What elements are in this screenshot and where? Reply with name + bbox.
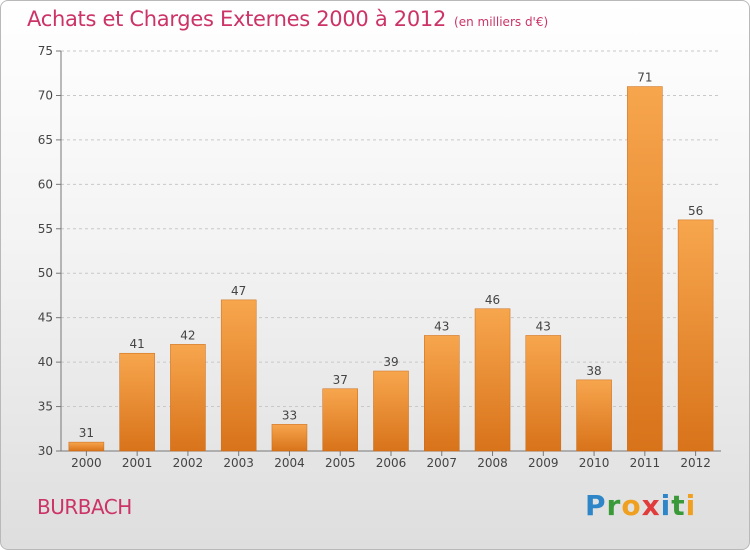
chart-unit-label: (en milliers d'€): [454, 15, 549, 29]
data-label-2006: 39: [383, 355, 398, 369]
bar-2001: [119, 352, 155, 452]
data-label-2007: 43: [434, 319, 449, 333]
data-label-2011: 71: [637, 71, 652, 85]
bar-2012: [677, 219, 714, 452]
commune-name: BURBACH: [37, 495, 132, 519]
x-tick-label: 2001: [122, 456, 153, 470]
logo-letter: P: [585, 489, 607, 522]
y-tick-label: 45: [38, 311, 53, 325]
logo-letter: i: [685, 489, 697, 522]
bar-2009: [525, 335, 562, 452]
bar-2011: [627, 86, 663, 452]
x-tick-label: 2003: [223, 456, 254, 470]
data-label-2012: 56: [688, 204, 703, 218]
chart-title: Achats et Charges Externes 2000 à 2012 (e…: [27, 7, 548, 31]
bar-2000: [68, 441, 105, 452]
x-tick-label: 2008: [477, 456, 508, 470]
proxiti-logo: Proxiti: [585, 489, 696, 522]
y-tick-label: 30: [38, 444, 53, 458]
logo-letter: t: [671, 489, 686, 522]
x-tick-label: 2009: [528, 456, 559, 470]
data-label-2000: 31: [79, 426, 94, 440]
logo-letter: x: [641, 489, 661, 522]
bar-2007: [424, 335, 460, 452]
logo-letter: r: [606, 489, 622, 522]
x-tick-label: 2012: [680, 456, 711, 470]
chart-title-text: Achats et Charges Externes 2000 à 2012: [27, 7, 447, 31]
x-tick-label: 2002: [173, 456, 204, 470]
data-label-2002: 42: [180, 328, 195, 342]
logo-letter: i: [660, 489, 672, 522]
x-tick-label: 2004: [274, 456, 305, 470]
bar-2003: [220, 299, 257, 452]
bar-2010: [576, 379, 612, 452]
data-label-2005: 37: [333, 373, 348, 387]
data-label-2001: 41: [130, 337, 145, 351]
data-label-2004: 33: [282, 408, 297, 422]
bar-2004: [271, 424, 308, 452]
data-label-2008: 46: [485, 293, 500, 307]
bar-2006: [373, 370, 409, 452]
y-tick-label: 60: [38, 177, 53, 191]
bar-2005: [322, 388, 358, 452]
logo-letter: o: [621, 489, 642, 522]
bar-2002: [170, 344, 206, 452]
x-tick-label: 2006: [376, 456, 407, 470]
data-label-2009: 43: [536, 319, 551, 333]
y-tick-label: 55: [38, 222, 53, 236]
y-tick-label: 40: [38, 355, 53, 369]
data-label-2010: 38: [586, 364, 601, 378]
data-label-2003: 47: [231, 284, 246, 298]
x-tick-label: 2010: [579, 456, 610, 470]
y-tick-label: 35: [38, 400, 53, 414]
y-tick-label: 70: [38, 88, 53, 102]
y-tick-label: 50: [38, 266, 53, 280]
x-tick-label: 2000: [71, 456, 102, 470]
y-tick-label: 75: [38, 44, 53, 58]
bar-2008: [474, 308, 511, 452]
y-tick-label: 65: [38, 133, 53, 147]
x-tick-label: 2011: [630, 456, 661, 470]
x-tick-label: 2007: [426, 456, 457, 470]
x-tick-label: 2005: [325, 456, 356, 470]
